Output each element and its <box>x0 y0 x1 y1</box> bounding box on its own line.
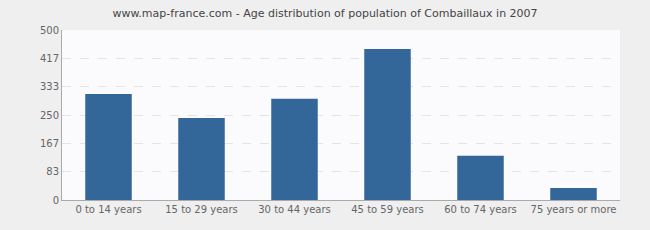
svg-text:417: 417 <box>40 53 59 64</box>
svg-text:45 to 59 years: 45 to 59 years <box>351 204 424 215</box>
svg-text:30 to 44 years: 30 to 44 years <box>258 204 331 215</box>
svg-text:83: 83 <box>46 166 59 177</box>
svg-text:15 to 29 years: 15 to 29 years <box>165 204 238 215</box>
svg-text:75 years or more: 75 years or more <box>531 204 617 215</box>
svg-text:60 to 74 years: 60 to 74 years <box>444 204 517 215</box>
svg-text:0: 0 <box>53 195 59 206</box>
svg-text:www.map-france.com - Age distr: www.map-france.com - Age distribution of… <box>112 7 537 20</box>
svg-text:500: 500 <box>40 25 59 36</box>
svg-text:333: 333 <box>40 81 59 92</box>
svg-text:250: 250 <box>40 110 59 121</box>
svg-text:167: 167 <box>40 138 59 149</box>
svg-text:0 to 14 years: 0 to 14 years <box>75 204 141 215</box>
